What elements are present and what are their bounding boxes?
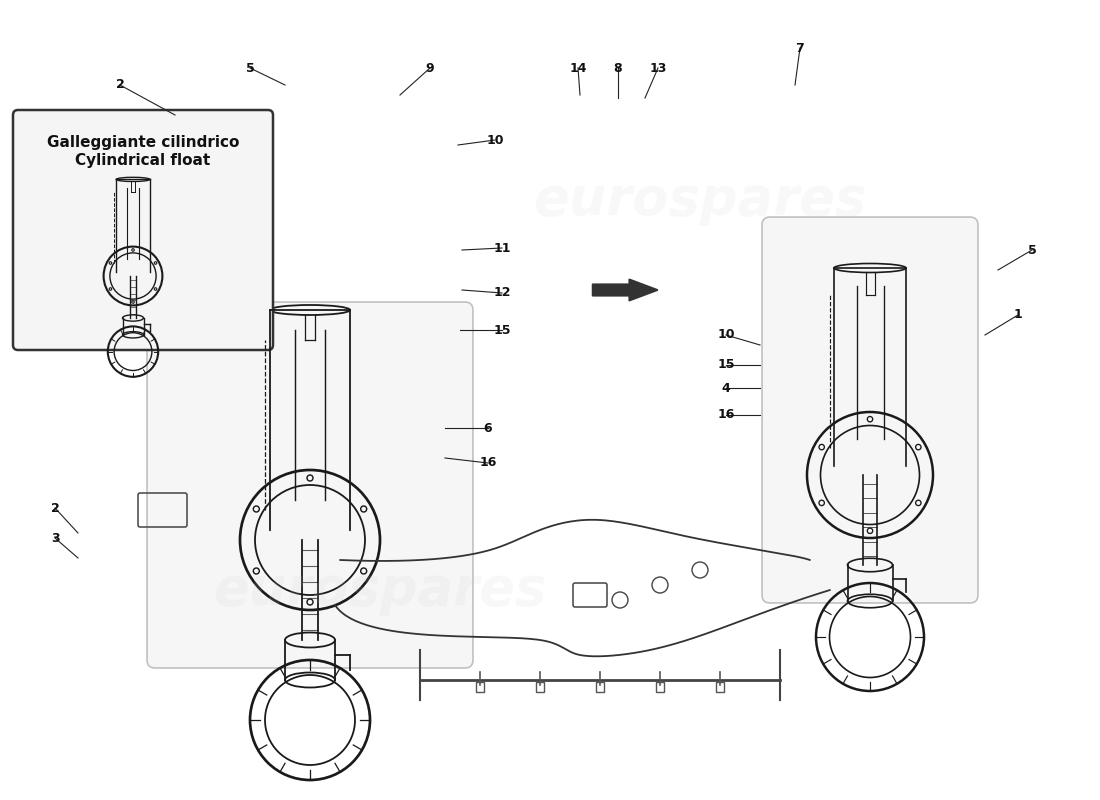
Text: 12: 12 [493, 286, 510, 299]
Text: 11: 11 [493, 242, 510, 254]
Bar [476, 682, 484, 692]
Text: eurospares: eurospares [213, 564, 547, 616]
Text: 14: 14 [570, 62, 586, 74]
Text: eurospares: eurospares [534, 174, 867, 226]
Bar [536, 682, 544, 692]
Text: 16: 16 [717, 409, 735, 422]
Text: 15: 15 [493, 323, 510, 337]
Bar [656, 682, 664, 692]
Bar [716, 682, 724, 692]
Text: 10: 10 [486, 134, 504, 146]
Text: 5: 5 [1027, 243, 1036, 257]
Text: 7: 7 [795, 42, 804, 54]
Text: 1: 1 [1013, 309, 1022, 322]
FancyBboxPatch shape [147, 302, 473, 668]
FancyBboxPatch shape [13, 110, 273, 350]
Text: 5: 5 [245, 62, 254, 74]
Bar [596, 682, 604, 692]
Text: Cylindrical float: Cylindrical float [76, 153, 210, 168]
Text: 10: 10 [717, 329, 735, 342]
Text: 13: 13 [649, 62, 667, 74]
Text: 15: 15 [717, 358, 735, 371]
Text: 2: 2 [51, 502, 59, 514]
FancyArrowPatch shape [593, 279, 657, 301]
Text: 16: 16 [480, 457, 497, 470]
Text: 6: 6 [484, 422, 493, 434]
Text: 2: 2 [116, 78, 124, 91]
Text: 4: 4 [722, 382, 730, 394]
Text: 3: 3 [51, 531, 59, 545]
FancyBboxPatch shape [762, 217, 978, 603]
Text: 9: 9 [426, 62, 434, 74]
Text: Galleggiante cilindrico: Galleggiante cilindrico [47, 135, 239, 150]
Text: 8: 8 [614, 62, 623, 74]
